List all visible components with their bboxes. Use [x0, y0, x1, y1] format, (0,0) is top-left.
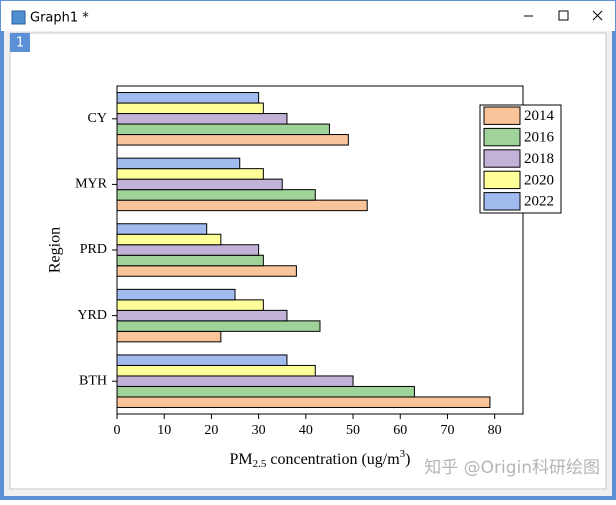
app-icon [11, 10, 26, 25]
maximize-button[interactable] [558, 10, 569, 21]
bar [116, 233, 222, 246]
y-tick-label: BTH [79, 373, 107, 388]
bar [116, 178, 283, 191]
y-axis-label: Region [47, 227, 64, 273]
bar [116, 396, 491, 408]
x-axis-label-part: 2.5 [253, 458, 267, 470]
bar [116, 157, 241, 170]
y-tick-label: CY [88, 111, 107, 126]
bar [116, 223, 208, 235]
legend-label: 2018 [524, 151, 554, 167]
bar [116, 123, 330, 136]
bar [116, 375, 354, 387]
x-tick-label: 40 [299, 423, 313, 438]
x-tick-label: 60 [393, 423, 407, 438]
legend-swatch [483, 127, 521, 147]
bar [116, 385, 415, 398]
layer-label: 1 [16, 36, 24, 51]
bar [116, 330, 222, 343]
bar [116, 265, 297, 277]
bar [116, 189, 316, 201]
x-axis-label-part: PM [230, 451, 253, 468]
bar [116, 244, 260, 256]
x-tick-label: 10 [157, 423, 171, 438]
page [9, 32, 607, 490]
layer-icon[interactable] [10, 33, 30, 52]
bar [116, 288, 236, 301]
x-axis-label: PM2.5 concentration (ug/m3) [230, 448, 411, 470]
x-axis-label-part: concentration (ug/m [266, 451, 400, 468]
x-tick-label: 0 [114, 423, 121, 438]
bar [116, 102, 264, 115]
plot: 0 10 20 30 40 50 60 70 80 BTH YRD PRD MYR CY 2014 2016 2… [75, 85, 562, 438]
y-tick-label: MYR [75, 177, 108, 192]
bar [116, 309, 288, 322]
title-bar [1, 1, 615, 31]
legend-label: 2016 [524, 130, 555, 146]
legend-label: 2014 [524, 108, 555, 124]
bar [116, 168, 264, 180]
legend-swatch [483, 149, 521, 168]
bar [116, 299, 264, 311]
x-axis-label-part: 3 [400, 448, 406, 460]
close-button[interactable] [592, 10, 603, 21]
x-tick-label: 50 [346, 423, 360, 438]
x-tick-label: 70 [440, 423, 454, 438]
y-tick-label: PRD [80, 242, 107, 257]
bar [116, 364, 316, 377]
legend-label: 2022 [524, 194, 554, 210]
window-title: Graph1 * [30, 11, 89, 26]
y-tick-label: YRD [77, 308, 107, 323]
legend-swatch [483, 106, 521, 125]
legend-label: 2020 [524, 172, 554, 188]
x-tick-label: 20 [204, 423, 218, 438]
bar [116, 354, 288, 366]
bar [116, 92, 260, 104]
bar [116, 134, 349, 146]
x-tick-label: 80 [488, 423, 502, 438]
bar [116, 199, 368, 212]
bar [116, 254, 264, 267]
bar [116, 113, 288, 125]
bar [116, 320, 321, 332]
x-tick-label: 30 [252, 423, 266, 438]
watermark: 知乎 @Origin科研绘图 [424, 458, 600, 478]
x-axis-label-part: ) [405, 451, 410, 468]
legend-swatch [483, 192, 521, 211]
legend-swatch [483, 170, 521, 190]
